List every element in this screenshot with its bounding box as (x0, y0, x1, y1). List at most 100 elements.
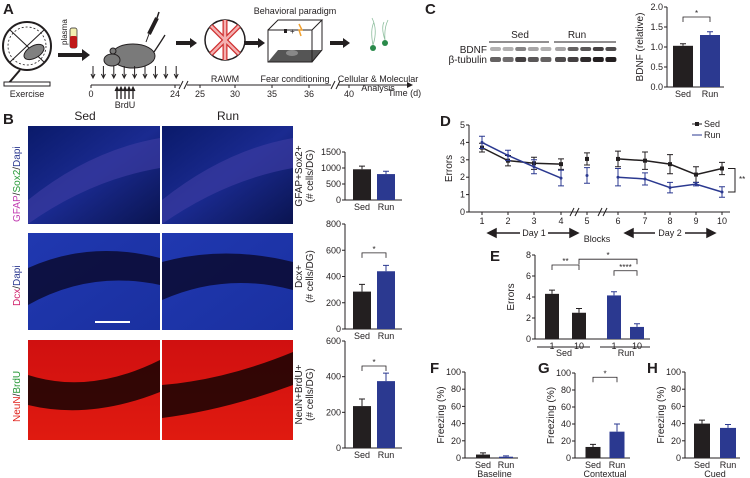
blot-group-run: Run (568, 30, 586, 41)
arrow-left-icon (486, 227, 520, 239)
blot-band-tubulin (490, 57, 501, 62)
significance-bracket (613, 270, 638, 276)
column-label-run: Run (217, 109, 239, 123)
x-tick-label: Run (498, 460, 515, 470)
behavioral-paradigm-label: Behavioral paradigm (254, 6, 337, 16)
row-label-part: GFAP (12, 195, 23, 222)
bar (607, 295, 621, 339)
x-axis-label: Baseline (477, 469, 512, 478)
time-tick-label: 35 (267, 89, 277, 99)
panel-e-groups: Sed Run (537, 346, 650, 358)
column-label-sed: Sed (74, 109, 95, 123)
x-tick-label: Sed (694, 460, 710, 470)
y-tick-label: 0 (566, 453, 571, 463)
blot-row-bdnf: BDNF (460, 45, 487, 56)
chart-b3: 0 200 400 600 NeuN+BrdU+ (# cells/DG) Sed Run * (294, 336, 402, 460)
y-tick-label: 100 (446, 367, 461, 377)
arrow-left-icon (623, 227, 655, 239)
blot-band-bdnf (490, 47, 501, 51)
panel-label-h: H (647, 360, 658, 377)
y-axis-label: Freezing (%) (656, 386, 667, 443)
blot-band-tubulin (567, 57, 579, 62)
blot-band-bdnf (540, 47, 552, 51)
data-point (643, 177, 647, 181)
time-tick-label: 30 (230, 89, 240, 99)
blot-band-tubulin (502, 57, 514, 62)
error-bar (359, 283, 365, 292)
bar (476, 454, 490, 458)
row-label-part: / (12, 167, 23, 170)
y-tick-label: 800 (326, 219, 341, 229)
y-tick-label: 60 (451, 401, 461, 411)
x-tick-label: 4 (558, 216, 563, 226)
bar (720, 427, 736, 458)
down-arrow-icon (152, 66, 158, 80)
y-tick-label: 20 (451, 436, 461, 446)
timeline-axis (90, 66, 413, 99)
significance-bracket (682, 16, 711, 22)
panel-label-b: B (3, 111, 14, 128)
x-tick-label: Sed (354, 331, 370, 341)
error-bar (611, 291, 617, 296)
arrow-icon (176, 38, 197, 48)
blot-band-bdnf (515, 47, 527, 51)
plasma-label: plasma (60, 19, 69, 45)
x-tick-label: Run (702, 89, 719, 99)
row-label-part: Dapi (12, 265, 23, 286)
y-tick-label: 3 (460, 155, 465, 165)
bar (700, 35, 720, 87)
panel-label-d: D (440, 113, 451, 130)
x-tick-label: 7 (642, 216, 647, 226)
time-tick-label: 40 (344, 89, 354, 99)
significance-label: **** (619, 263, 631, 272)
y-axis-label: BDNF (relative) (635, 13, 646, 82)
blot-band-tubulin (555, 57, 566, 62)
y-axis-label: Errors (506, 283, 517, 310)
y-tick-label: 200 (326, 298, 341, 308)
error-bar (383, 170, 389, 175)
panel-a: Exercise plasma Behavioral paradigm (2, 6, 421, 110)
y-tick-label: 20 (561, 436, 571, 446)
running-wheel-icon (2, 21, 52, 87)
time-tick-label: 25 (195, 89, 205, 99)
error-bar (590, 443, 596, 447)
row-label-part: / (12, 192, 23, 195)
x-tick-label: 10 (717, 216, 727, 226)
significance-bracket (361, 365, 387, 371)
data-point (585, 173, 589, 177)
y-tick-label: 2 (526, 313, 531, 323)
time-axis-label: Time (d) (388, 88, 421, 98)
significance-bracket (361, 252, 387, 258)
chart-b1: 0 500 1000 1500 GFAP+Sox2+ (# cells/DG) Sed Run (294, 145, 402, 212)
bar (377, 271, 395, 329)
error-bar (383, 372, 389, 382)
x-tick-label: Sed (354, 202, 370, 212)
data-point (668, 162, 672, 167)
svg-text:+: + (290, 27, 295, 36)
down-arrow-icon (100, 66, 106, 80)
fear-box-icon: + (267, 19, 324, 63)
maze-icon (204, 19, 246, 61)
panel-label-c: C (425, 1, 436, 18)
blot-band-tubulin (580, 57, 592, 62)
legend-run: Run (704, 130, 721, 140)
significance-label: ** (562, 257, 568, 266)
row-label-dcx-dapi: Dcx/Dapi (12, 265, 23, 306)
day1-label: Day 1 (522, 228, 546, 238)
blot-group-sed: Sed (511, 30, 529, 41)
data-point (694, 172, 698, 177)
y-tick-label: 80 (451, 384, 461, 394)
y-tick-label: 4 (460, 137, 465, 147)
y-tick-label: 0 (526, 334, 531, 344)
blot-band-bdnf (527, 47, 539, 51)
data-point (559, 176, 563, 180)
y-axis-label: Errors (444, 155, 455, 182)
data-point (506, 153, 510, 157)
down-arrow-icon (90, 66, 96, 80)
syringe-icon (145, 11, 160, 43)
x-tick-label: Run (378, 450, 395, 460)
y-axis-label: (# cells/DG) (305, 250, 316, 303)
arrow-icon (244, 38, 265, 48)
